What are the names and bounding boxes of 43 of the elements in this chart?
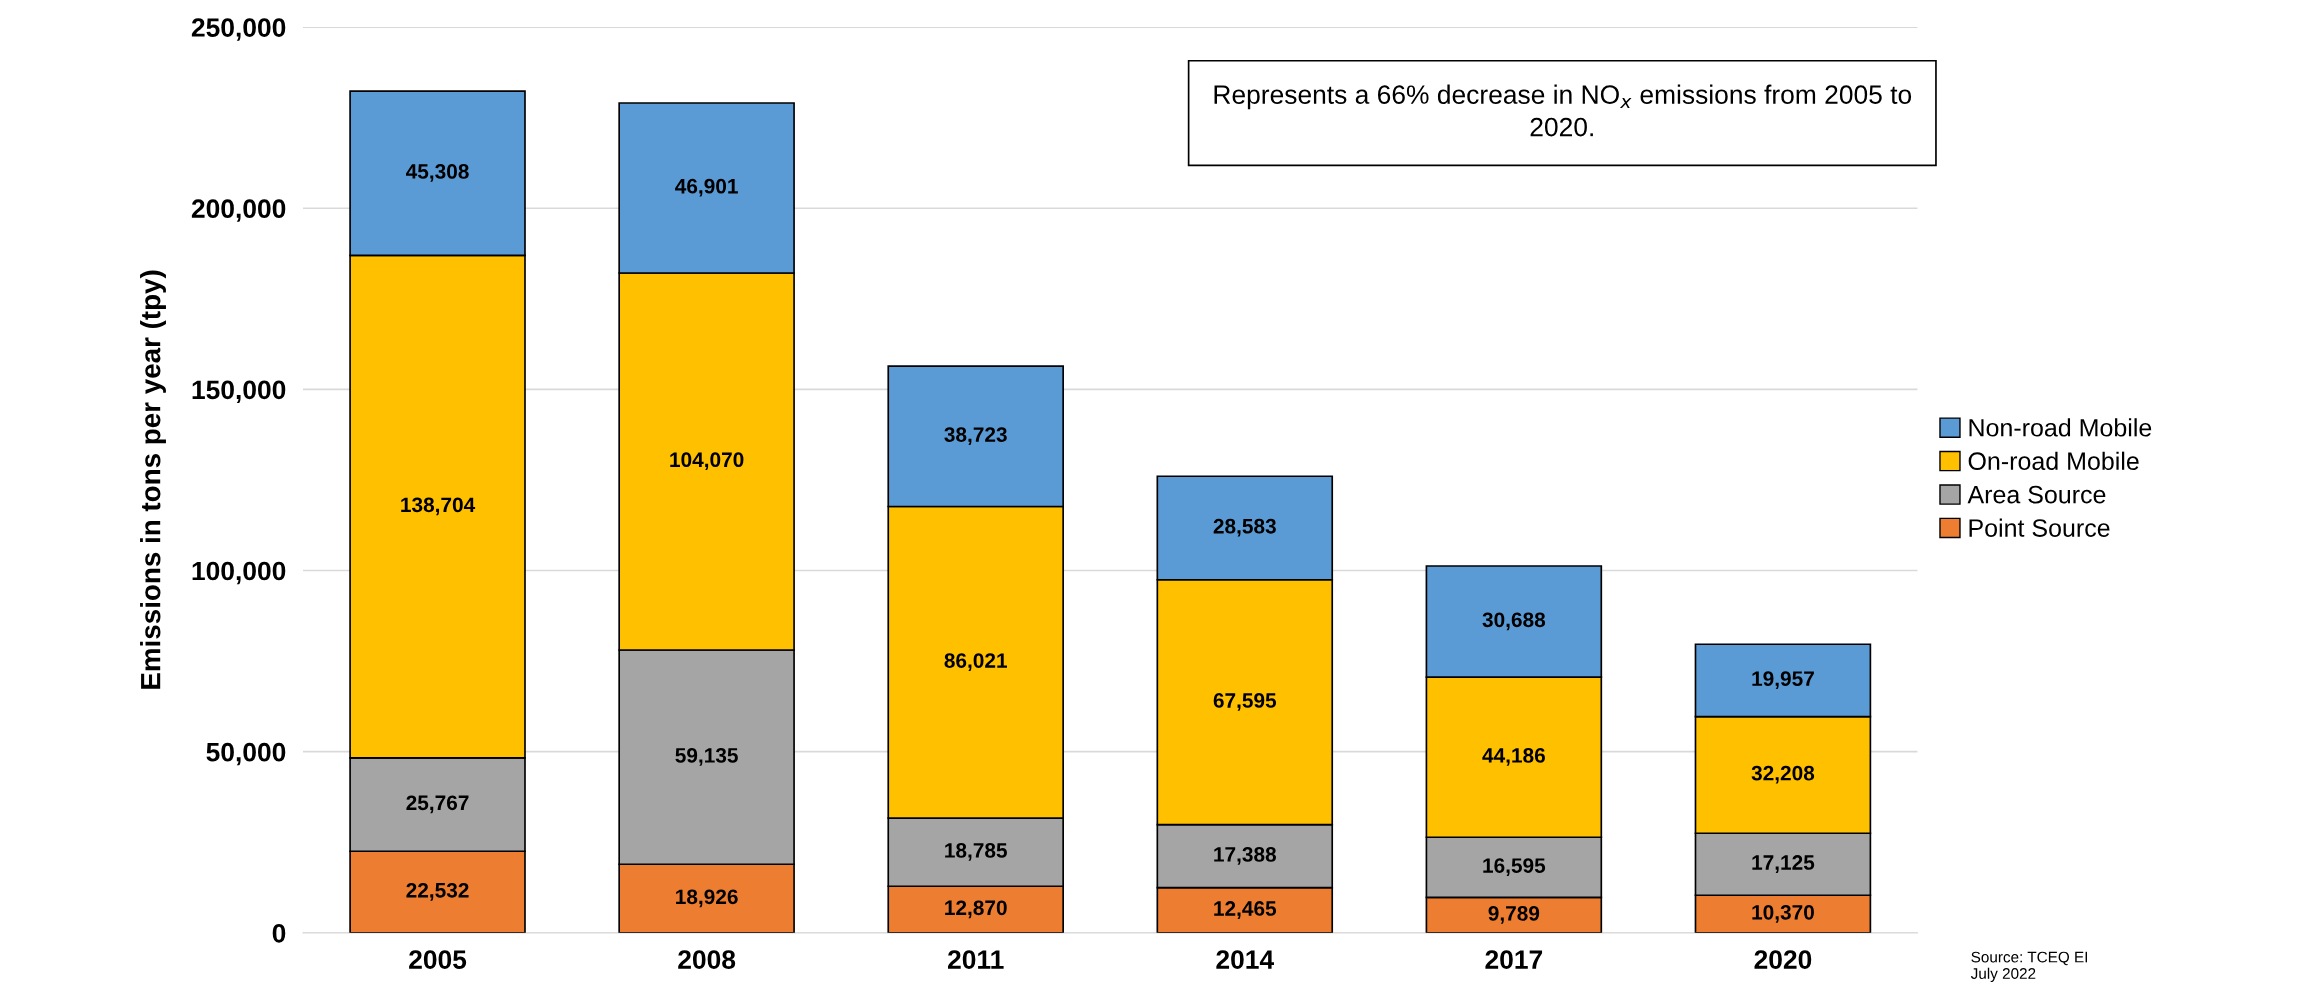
y-tick-label: 150,000 xyxy=(192,380,286,404)
data-label: 19,957 xyxy=(1752,671,1814,689)
data-label: 45,308 xyxy=(406,164,469,182)
data-label: 12,870 xyxy=(945,900,1007,919)
legend-label: Non-road Mobile xyxy=(1969,418,2152,437)
data-label: 17,125 xyxy=(1752,855,1815,873)
data-label: 32,208 xyxy=(1751,765,1815,784)
data-label: 28,583 xyxy=(1213,518,1276,537)
y-tick-label: 50,000 xyxy=(206,742,286,766)
data-label: 138,704 xyxy=(401,497,476,516)
data-label: 104,070 xyxy=(670,452,744,471)
data-label: 67,595 xyxy=(1213,693,1277,711)
legend-label: Point Source xyxy=(1969,518,2110,537)
data-label: 9,789 xyxy=(1488,905,1540,924)
data-label: 30,688 xyxy=(1482,612,1546,631)
data-label: 86,021 xyxy=(944,653,1007,671)
data-label: 22,532 xyxy=(406,882,469,901)
x-tick-label: 2014 xyxy=(1216,950,1274,969)
x-tick-label: 2011 xyxy=(947,950,1004,969)
x-tick-label: 2008 xyxy=(678,950,736,969)
legend-label: On-road Mobile xyxy=(1968,451,2139,471)
legend-label: Area Source xyxy=(1967,485,2106,504)
x-tick-label: 2005 xyxy=(409,950,467,969)
y-axis-title: Emissions in tons per year (tpy) xyxy=(140,270,166,689)
data-label: 16,595 xyxy=(1483,858,1546,876)
source-note: Source: TCEQ EI July 2022 xyxy=(1970,951,2088,982)
data-label: 38,723 xyxy=(944,427,1007,445)
data-label: 46,901 xyxy=(675,178,738,197)
y-tick-label: 100,000 xyxy=(192,561,286,585)
data-label: 59,135 xyxy=(675,748,738,766)
data-label: 18,926 xyxy=(676,889,738,908)
data-label: 12,465 xyxy=(1214,901,1277,919)
data-label: 17,388 xyxy=(1214,847,1276,865)
y-tick-label: 0 xyxy=(272,924,286,943)
data-label: 10,370 xyxy=(1752,904,1814,923)
data-label: 44,186 xyxy=(1482,748,1545,766)
data-label: 25,767 xyxy=(406,795,469,814)
text: Represents a 66% decrease in NO$_{x}$ emissions from 2005 to 2020. xyxy=(1214,84,1912,137)
x-tick-label: 2020 xyxy=(1754,950,1812,969)
y-tick-label: 250,000 xyxy=(191,18,286,41)
x-tick-label: 2017 xyxy=(1485,950,1543,969)
data-label: 18,785 xyxy=(945,843,1007,861)
y-tick-label: 200,000 xyxy=(191,199,286,222)
